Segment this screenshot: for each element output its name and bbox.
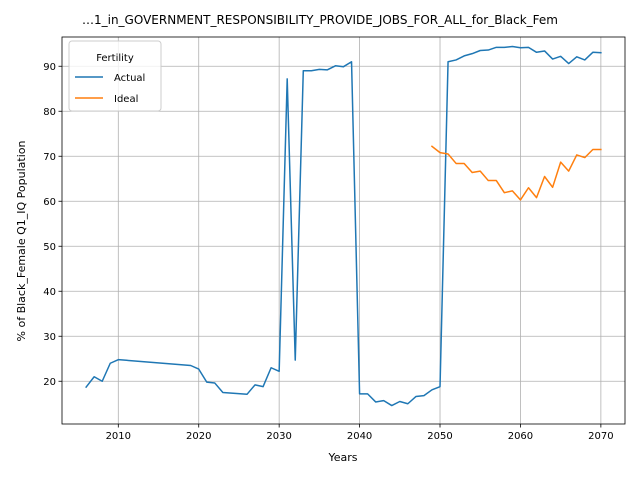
series-lines <box>85 45 602 407</box>
legend-items: Actual Ideal <box>75 73 145 105</box>
y-axis-label: % of Black_Female Q1_IQ Population <box>15 141 28 342</box>
x-tick-label: 2070 <box>588 431 613 442</box>
legend-box <box>68 40 162 112</box>
y-tick-label: 30 <box>43 332 56 343</box>
legend-label-actual: Actual <box>114 73 145 84</box>
x-tick-label: 2030 <box>266 431 291 442</box>
x-axis-label: Years <box>327 451 357 464</box>
y-tick-label: 50 <box>43 242 56 253</box>
legend: Fertility Actual Ideal <box>68 40 162 112</box>
y-tick-label: 80 <box>43 107 56 118</box>
legend-title: Fertility <box>96 53 134 64</box>
y-tick-label: 40 <box>43 287 56 298</box>
axis-ticks: 2010 2020 2030 2040 2050 2060 2070203040506070… <box>43 62 613 442</box>
x-tick-label: 2020 <box>186 431 211 442</box>
plot-frame <box>61 36 626 425</box>
y-tick-label: 60 <box>43 197 56 208</box>
legend-label-ideal: Ideal <box>114 94 138 105</box>
x-tick-label: 2010 <box>106 431 131 442</box>
x-tick-label: 2050 <box>427 431 452 442</box>
chart-title: …1_in_GOVERNMENT_RESPONSIBILITY_PROVIDE_… <box>82 13 558 27</box>
series-line-ideal <box>430 145 602 201</box>
y-tick-label: 70 <box>43 152 56 163</box>
x-tick-label: 2060 <box>508 431 533 442</box>
y-tick-label: 90 <box>43 62 56 73</box>
series-line-actual <box>85 45 602 407</box>
y-tick-label: 20 <box>43 377 56 388</box>
x-tick-label: 2040 <box>347 431 372 442</box>
